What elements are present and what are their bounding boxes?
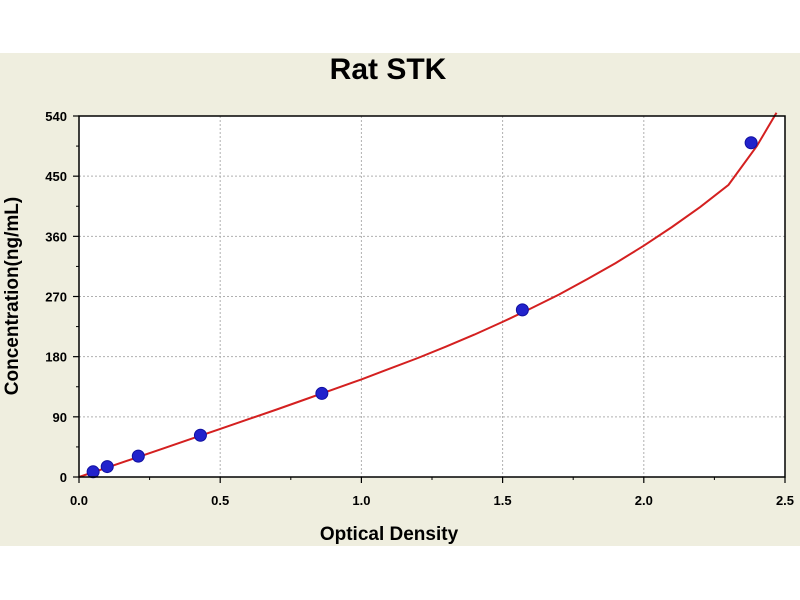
ticks-layer: 0.0 0.5 1.0 1.5 2.0 2.5 0 90 180 270 360 450 540 <box>45 109 794 508</box>
data-point <box>86 465 100 479</box>
x-tick-label: 2.5 <box>776 493 794 508</box>
x-axis-label: Optical Density <box>320 524 459 545</box>
y-tick-label: 450 <box>45 169 67 184</box>
data-point <box>515 303 529 317</box>
data-point <box>193 428 207 442</box>
y-tick-label: 90 <box>53 410 67 425</box>
grid-lines <box>79 116 785 477</box>
data-point <box>100 460 114 474</box>
y-tick-label: 270 <box>45 290 67 305</box>
data-points-layer <box>86 136 758 479</box>
data-point <box>315 386 329 400</box>
y-axis-label: Concentration(ng/mL) <box>2 197 23 395</box>
x-tick-label: 0.5 <box>211 493 229 508</box>
x-tick-label: 1.0 <box>352 493 370 508</box>
data-point <box>131 449 145 463</box>
y-tick-label: 360 <box>45 229 67 244</box>
y-tick-label: 0 <box>60 470 67 485</box>
x-tick-label: 2.0 <box>635 493 653 508</box>
chart-title: Rat STK <box>330 53 447 86</box>
data-point <box>744 136 758 150</box>
x-tick-label: 0.0 <box>70 493 88 508</box>
x-tick-label: 1.5 <box>494 493 512 508</box>
y-tick-label: 540 <box>45 109 67 124</box>
y-tick-label: 180 <box>45 350 67 365</box>
